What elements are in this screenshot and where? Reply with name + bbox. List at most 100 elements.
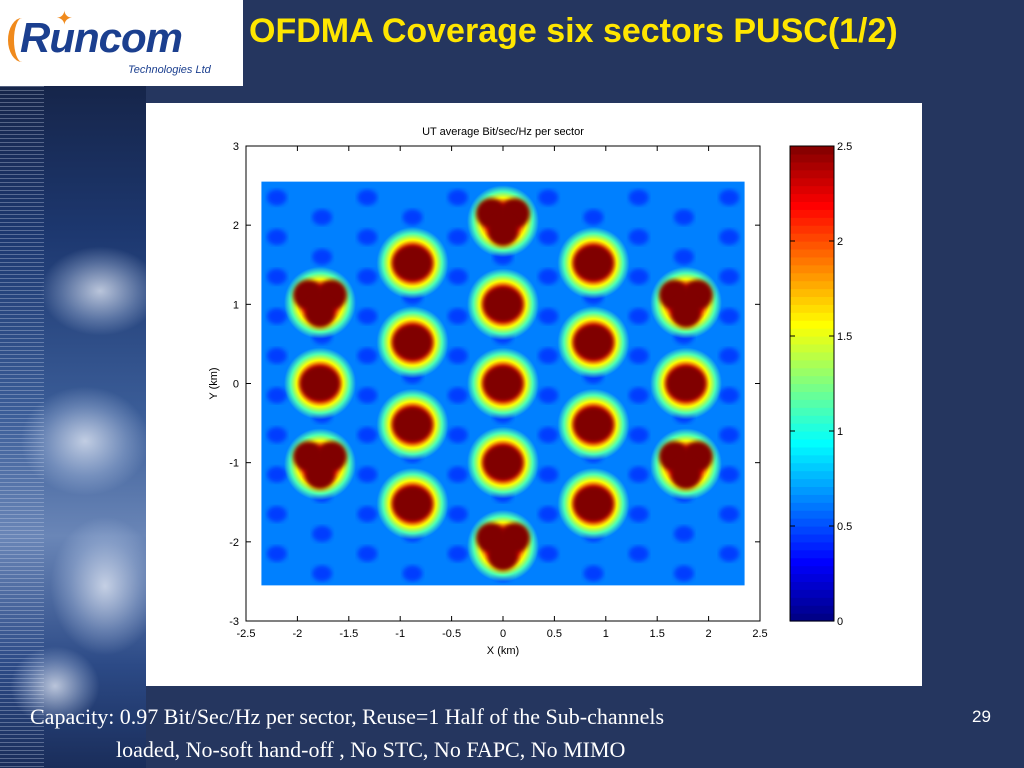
x-tick-label: -1.5 [339,628,358,640]
low-coverage-spot [447,506,468,523]
hotspot-core [305,297,336,328]
low-coverage-spot [538,387,559,404]
colorbar-segment [790,304,834,313]
colorbar-segment [790,462,834,472]
colorbar-segment [790,423,834,432]
colorbar-segment [790,201,834,210]
colorbar-segment [790,431,834,440]
colorbar-segment [790,375,834,385]
low-coverage-spot [583,209,604,226]
hotspot-core [483,444,523,481]
low-coverage-spot [312,565,333,582]
heatmap-chart: -2.5 -2 -1.5 -1 -0.5 0 0.5 1 1.5 2 2.5 -3 -2 -1 0 1 2 3 UT… [208,126,852,657]
low-coverage-spot [266,189,287,206]
colorbar-segment [790,518,834,527]
colorbar-segment [790,146,834,155]
colorbar-segment [790,494,834,503]
low-coverage-spot [447,229,468,246]
low-coverage-spot [719,387,740,404]
low-coverage-spot [628,466,649,483]
hotspot-core [392,245,433,282]
colorbar-tick-label: 2 [837,236,843,248]
low-coverage-spot [538,426,559,443]
low-coverage-spot [538,545,559,562]
low-coverage-spot [628,387,649,404]
colorbar-segment [790,589,834,598]
company-logo: ✦ Runcom Technologies Ltd [0,0,243,86]
low-coverage-spot [673,525,694,542]
low-coverage-spot [628,347,649,364]
colorbar-segment [790,153,834,163]
colorbar-segment [790,383,834,393]
low-coverage-spot [266,268,287,285]
low-coverage-spot [312,209,333,226]
low-coverage-spot [447,426,468,443]
colorbar-segment [790,177,834,187]
colorbar-segment [790,320,834,329]
colorbar-segment [790,343,834,353]
low-coverage-spot [447,308,468,325]
colorbar-segment [790,248,834,258]
low-coverage-spot [538,268,559,285]
y-tick-label: -1 [229,458,239,470]
hotspot-core [573,485,614,522]
x-tick-label: 0.5 [547,628,562,640]
low-coverage-spot [583,565,604,582]
colorbar-segment [790,438,834,448]
low-coverage-spot [447,268,468,285]
colorbar-segment [790,533,834,543]
low-coverage-spot [266,545,287,562]
low-coverage-spot [628,506,649,523]
low-coverage-spot [719,268,740,285]
colorbar-segment [790,296,834,305]
low-coverage-spot [628,308,649,325]
low-coverage-spot [312,525,333,542]
hotspot-core [488,216,518,247]
low-coverage-spot [628,545,649,562]
colorbar-segment [790,209,834,218]
colorbar-segment [790,391,834,400]
chart-title: UT average Bit/sec/Hz per sector [422,126,584,138]
colorbar-segment [790,415,834,424]
colorbar-tick-label: 2.5 [837,141,852,153]
cloud-decoration [50,516,146,656]
colorbar-segment [790,359,834,369]
y-tick-label: -3 [229,616,239,628]
low-coverage-spot [357,347,378,364]
hotspot-core [483,365,523,402]
hotspot-core [392,406,433,443]
logo-brand-text: Runcom [20,14,183,61]
colorbar-segment [790,597,834,606]
colorbar-segment [790,399,834,408]
low-coverage-spot [266,308,287,325]
colorbar-segment [790,549,834,559]
colorbar-segment [790,367,834,377]
colorbar-segment [790,486,834,495]
low-coverage-spot [628,229,649,246]
colorbar-segment [790,407,834,416]
hotspot-core [573,406,614,443]
low-coverage-spot [628,426,649,443]
x-tick-label: 2.5 [752,628,767,640]
colorbar-tick-label: 1 [837,426,843,438]
colorbar-segment [790,241,834,250]
low-coverage-spot [447,466,468,483]
colorbar-segment [790,446,834,456]
x-tick-label: -0.5 [442,628,461,640]
cloud-decoration [40,246,146,336]
cloud-decoration [10,646,100,726]
y-tick-label: 2 [233,220,239,232]
colorbar-segment [790,280,834,290]
logo-star-icon: ✦ [56,8,73,30]
colorbar-segment [790,185,834,195]
x-tick-label: -2 [293,628,303,640]
low-coverage-spot [628,189,649,206]
low-coverage-spot [266,229,287,246]
low-coverage-spot [538,189,559,206]
hotspot-core [483,286,523,323]
heatmap-figure: -2.5 -2 -1.5 -1 -0.5 0 0.5 1 1.5 2 2.5 -3 -2 -1 0 1 2 3 UT… [146,103,922,686]
hotspot-core [300,365,341,402]
colorbar-segment [790,233,834,242]
colorbar-segment [790,312,834,321]
low-coverage-spot [402,565,423,582]
